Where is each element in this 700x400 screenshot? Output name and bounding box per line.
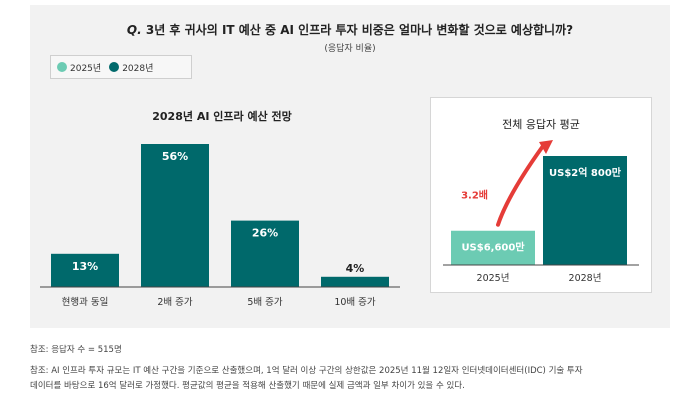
budget-outlook-bar-chart: 13% 현행과 동일 56% 2배 증가 26% 5배 증가 4% 10배 증가: [40, 144, 400, 308]
bar-3: [321, 276, 389, 287]
legend-swatch-2025: [57, 62, 67, 72]
legend: 2025년 2028년: [50, 55, 192, 79]
legend-label-2025: 2025년: [70, 63, 102, 74]
average-card: 전체 응답자 평균 US$6,600만 2025년 US$2억 800만 2028년 3…: [430, 97, 652, 293]
avg-bar-1: [543, 156, 627, 265]
legend-item-2028: 2028년: [109, 61, 153, 74]
category-label-2: 5배 증가: [247, 297, 283, 308]
avg-bar-value-label-1: US$2억 800만: [549, 166, 622, 179]
average-card-title: 전체 응답자 평균: [502, 118, 580, 131]
chart-panel: Q. 3년 후 귀사의 IT 예산 중 AI 인프라 투자 비중은 얼마나 변화…: [30, 5, 670, 328]
bar-0: [51, 253, 119, 287]
average-bar-chart: US$6,600만 2025년 US$2억 800만 2028년 3.2배: [443, 140, 639, 284]
avg-bar-0: [451, 230, 535, 265]
question-text: 3년 후 귀사의 IT 예산 중 AI 인프라 투자 비중은 얼마나 변화할 것…: [145, 23, 574, 37]
note-respondents: 참조: 응답자 수 = 515명: [30, 345, 122, 355]
bar-1: [141, 144, 209, 287]
avg-category-label-0: 2025년: [477, 273, 510, 284]
question-title: Q. 3년 후 귀사의 IT 예산 중 AI 인프라 투자 비중은 얼마나 변화…: [30, 21, 670, 38]
bar-value-label-3: 4%: [346, 262, 365, 275]
bar-value-label-0: 13%: [72, 260, 98, 273]
category-label-3: 10배 증가: [334, 297, 376, 308]
note-method-line1: 참조: AI 인프라 투자 규모는 IT 예산 구간을 기준으로 산출했으며, …: [30, 366, 583, 376]
bar-value-label-2: 26%: [252, 227, 278, 240]
growth-arrow-head: [539, 140, 553, 154]
left-chart-title: 2028년 AI 인프라 예산 전망: [152, 110, 292, 123]
growth-annotation: 3.2배: [461, 189, 488, 202]
category-label-0: 현행과 동일: [62, 296, 109, 308]
category-label-1: 2배 증가: [157, 297, 193, 308]
bar-2: [231, 220, 299, 287]
avg-category-label-1: 2028년: [569, 273, 602, 284]
legend-swatch-2028: [109, 62, 120, 72]
question-prefix: Q.: [126, 23, 142, 37]
note-method-line2: 데이터를 바탕으로 16억 달러로 가정했다. 평균값의 평균을 적용해 산출했…: [30, 381, 465, 391]
bar-value-label-1: 56%: [162, 150, 188, 163]
question-subtitle: (응답자 비율): [324, 44, 376, 54]
legend-label-2028: 2028년: [122, 63, 154, 74]
legend-item-2025: 2025년: [57, 61, 101, 74]
avg-bar-value-label-0: US$6,600만: [461, 241, 525, 254]
growth-arrow: [496, 144, 545, 227]
